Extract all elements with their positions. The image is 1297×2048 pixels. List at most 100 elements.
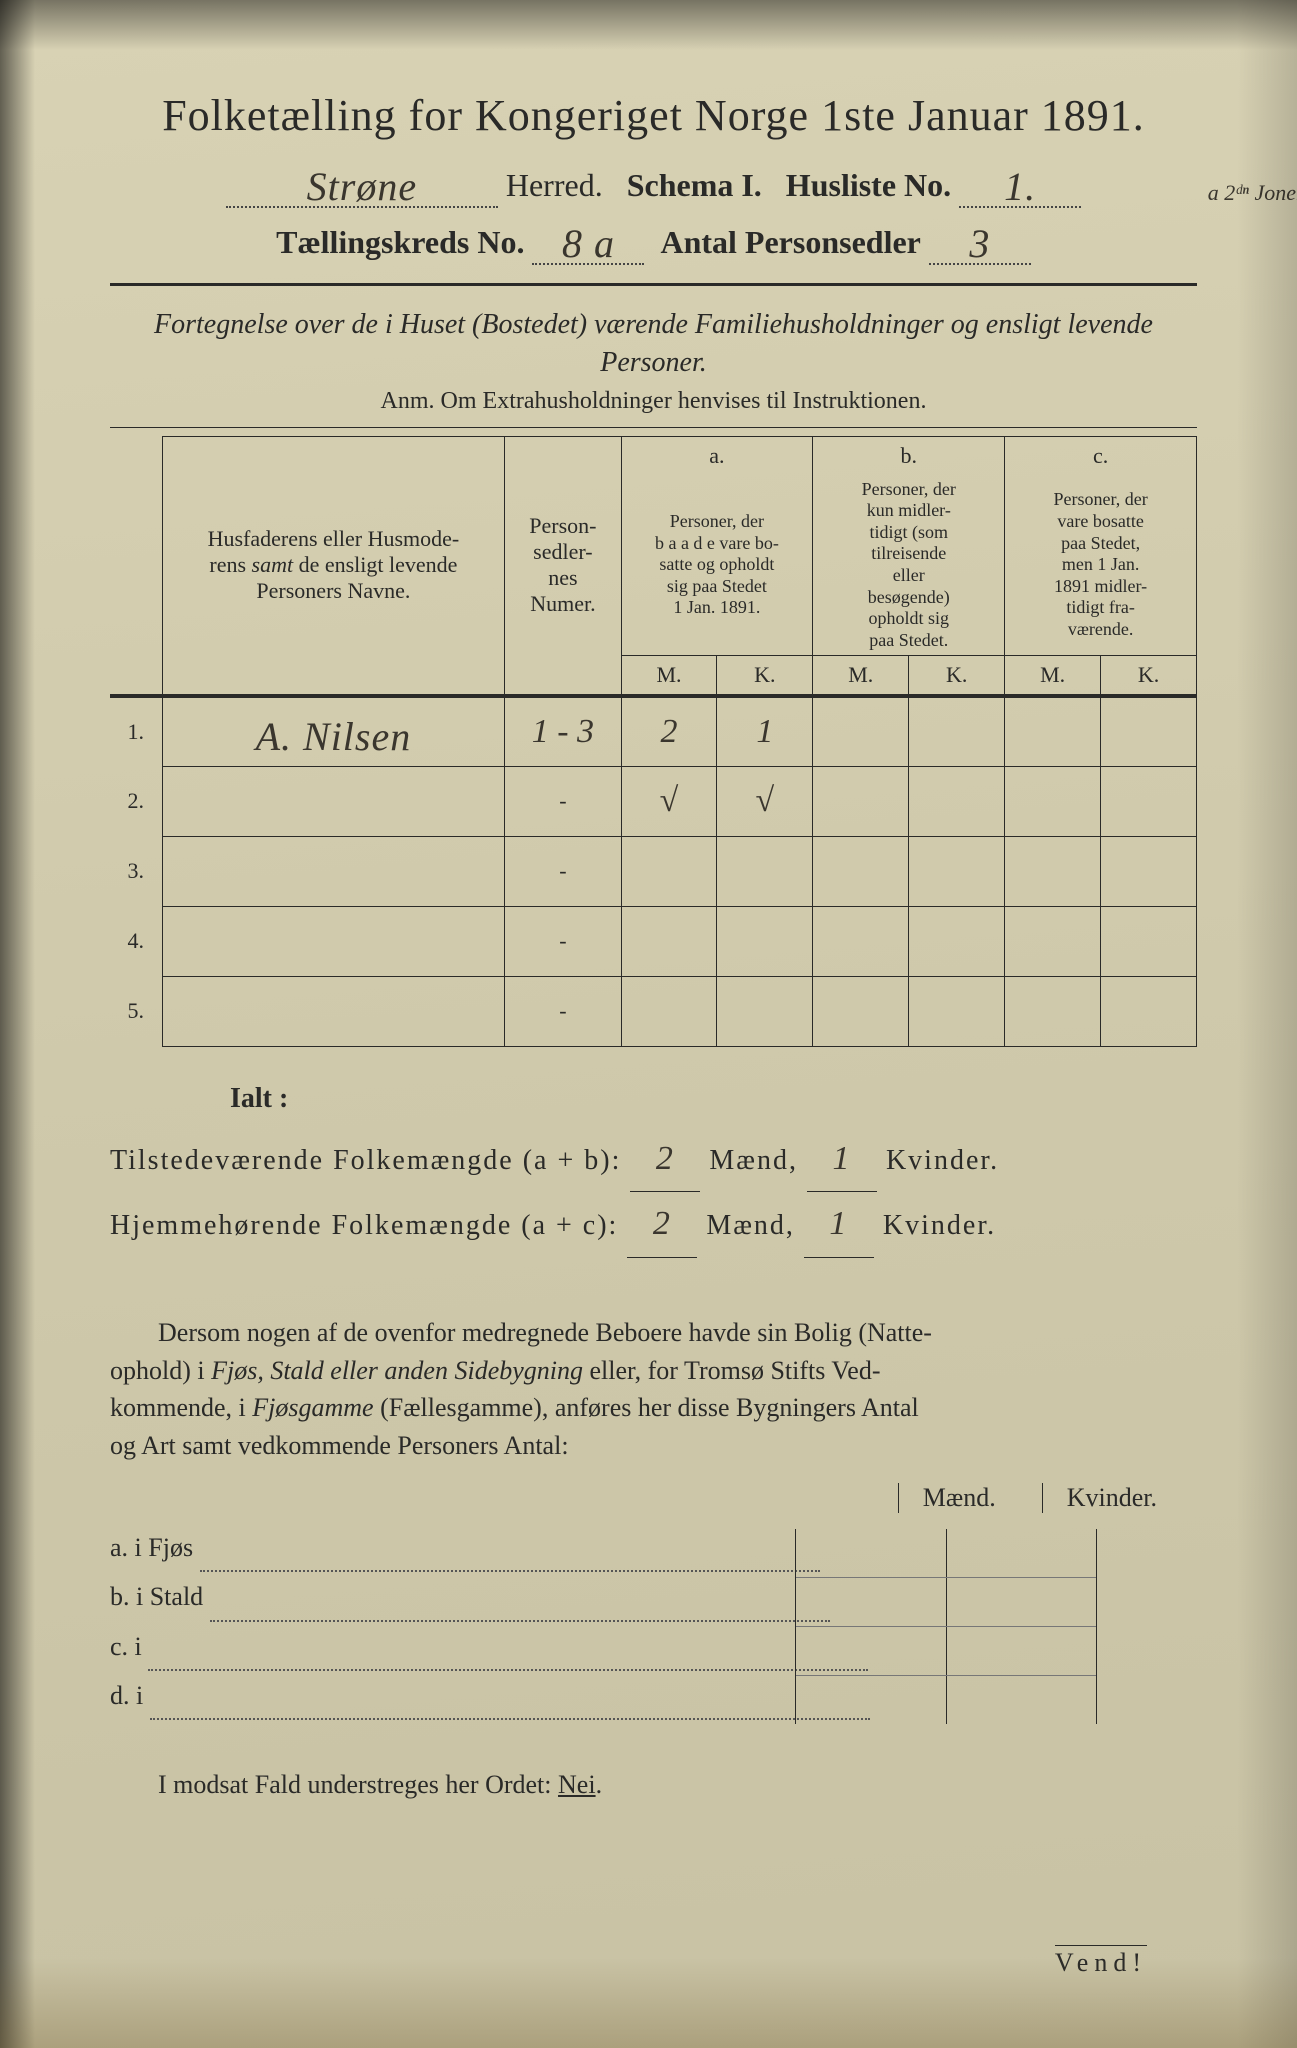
maend-col: Mænd. xyxy=(898,1483,996,1513)
totals-women-1: 1 xyxy=(832,1140,851,1177)
nei-line: I modsat Fald understreges her Ordet: Ne… xyxy=(110,1770,1197,1800)
maend-label: Mænd, xyxy=(709,1145,798,1176)
cell-value xyxy=(813,976,909,1046)
mk-header: Mænd. Kvinder. xyxy=(110,1483,1197,1513)
cell-value xyxy=(1101,976,1197,1046)
cell-value: √ xyxy=(756,782,775,819)
cell-value: 2 xyxy=(661,713,678,750)
page-title: Folketælling for Kongeriget Norge 1ste J… xyxy=(110,90,1197,141)
cell-value xyxy=(621,836,717,906)
col-m: M. xyxy=(621,656,717,697)
row-number: 4. xyxy=(110,906,162,976)
col-header-a-top: a. xyxy=(621,436,813,475)
person-name: A. Nilsen xyxy=(256,714,412,759)
cell-value xyxy=(717,836,813,906)
cell-value xyxy=(1005,976,1101,1046)
col-header-c-top: c. xyxy=(1005,436,1197,475)
cell-value: 1 xyxy=(756,713,773,750)
person-name xyxy=(162,766,505,836)
list-item-c: c. i xyxy=(110,1632,142,1661)
table-row: 2. - √ √ xyxy=(110,766,1197,836)
subtitle: Fortegnelse over de i Huset (Bostedet) v… xyxy=(110,306,1197,382)
instruction-paragraph: Dersom nogen af de ovenfor medregnede Be… xyxy=(110,1314,1197,1465)
antal-label: Antal Personsedler xyxy=(660,224,920,260)
col-header-c: Personer, dervare bosattepaa Stedet,men … xyxy=(1005,475,1197,656)
col-m: M. xyxy=(1005,656,1101,697)
list-item-b: b. i Stald xyxy=(110,1582,203,1611)
tk-label: Tællingskreds No. xyxy=(276,224,524,260)
cell-value xyxy=(909,766,1005,836)
cell-value xyxy=(717,976,813,1046)
col-k: K. xyxy=(717,656,813,697)
col-m: M. xyxy=(813,656,909,697)
cell-value xyxy=(717,906,813,976)
cell-value: 1 - 3 xyxy=(532,713,594,750)
anm-note: Anm. Om Extrahusholdninger henvises til … xyxy=(110,388,1197,415)
col-header-number: Person-sedler-nesNumer. xyxy=(505,436,621,696)
cell-value xyxy=(813,696,909,766)
row-number: 2. xyxy=(110,766,162,836)
cell-value: - xyxy=(505,906,621,976)
cell-value xyxy=(909,836,1005,906)
cell-value: √ xyxy=(660,782,679,819)
cell-value xyxy=(1101,906,1197,976)
col-header-b: Personer, derkun midler-tidigt (somtilre… xyxy=(813,475,1005,656)
cell-value xyxy=(813,906,909,976)
cell-value xyxy=(1005,836,1101,906)
cell-value xyxy=(621,976,717,1046)
ialt-label: Ialt : xyxy=(230,1083,1197,1115)
totals-section: Tilstedeværende Folkemængde (a + b): 2 M… xyxy=(110,1127,1197,1258)
husliste-number: 1. xyxy=(1004,164,1036,209)
cell-value xyxy=(813,766,909,836)
census-form-page: Folketælling for Kongeriget Norge 1ste J… xyxy=(0,0,1297,2048)
tk-number: 8 a xyxy=(562,221,615,266)
totals-men-1: 2 xyxy=(656,1140,675,1177)
cell-value xyxy=(1101,766,1197,836)
cell-value xyxy=(909,696,1005,766)
cell-value xyxy=(1101,696,1197,766)
list-item-d: d. i xyxy=(110,1681,143,1710)
table-row: 5. - xyxy=(110,976,1197,1046)
col-k: K. xyxy=(909,656,1005,697)
cell-value xyxy=(1005,906,1101,976)
totals-men-2: 2 xyxy=(653,1205,672,1242)
maend-label: Mænd, xyxy=(706,1210,795,1241)
header-line-3: Tællingskreds No. 8 a Antal Personsedler… xyxy=(110,216,1197,265)
cell-value xyxy=(1005,766,1101,836)
row-number: 1. xyxy=(110,696,162,766)
cell-value xyxy=(621,906,717,976)
cell-value: - xyxy=(505,976,621,1046)
herred-handwriting: Strøne xyxy=(307,164,417,209)
list-item-a: a. i Fjøs xyxy=(110,1533,193,1562)
census-table: Husfaderens eller Husmode-rens samt de e… xyxy=(110,436,1197,1047)
col-header-name: Husfaderens eller Husmode-rens samt de e… xyxy=(162,436,505,696)
cell-value xyxy=(1005,696,1101,766)
totals-line1-label: Tilstedeværende Folkemængde (a + b): xyxy=(110,1145,621,1176)
cell-value xyxy=(909,906,1005,976)
row-number: 3. xyxy=(110,836,162,906)
vend-label: Vend! xyxy=(1055,1945,1147,1978)
divider xyxy=(110,283,1197,286)
kvinder-label: Kvinder. xyxy=(883,1210,996,1241)
divider xyxy=(110,427,1197,428)
col-header-a: Personer, derb a a d e vare bo-satte og … xyxy=(621,475,813,656)
antal-number: 3 xyxy=(969,221,990,266)
cell-value: - xyxy=(505,836,621,906)
person-name xyxy=(162,836,505,906)
schema-label: Schema I. xyxy=(627,167,762,203)
header-line-2: Strøne Herred. Schema I. Husliste No. 1. xyxy=(110,159,1197,208)
cell-value: - xyxy=(505,766,621,836)
kvinder-col: Kvinder. xyxy=(1042,1483,1157,1513)
person-name xyxy=(162,976,505,1046)
table-row: 4. - xyxy=(110,906,1197,976)
col-header-b-top: b. xyxy=(813,436,1005,475)
table-row: 3. - xyxy=(110,836,1197,906)
husliste-label: Husliste No. xyxy=(786,167,951,203)
cell-value xyxy=(1101,836,1197,906)
cell-value xyxy=(813,836,909,906)
totals-line2-label: Hjemmehørende Folkemængde (a + c): xyxy=(110,1210,618,1241)
mk-grid xyxy=(795,1529,1097,1724)
kvinder-label: Kvinder. xyxy=(886,1145,999,1176)
person-name xyxy=(162,906,505,976)
herred-label: Herred. xyxy=(506,167,603,203)
